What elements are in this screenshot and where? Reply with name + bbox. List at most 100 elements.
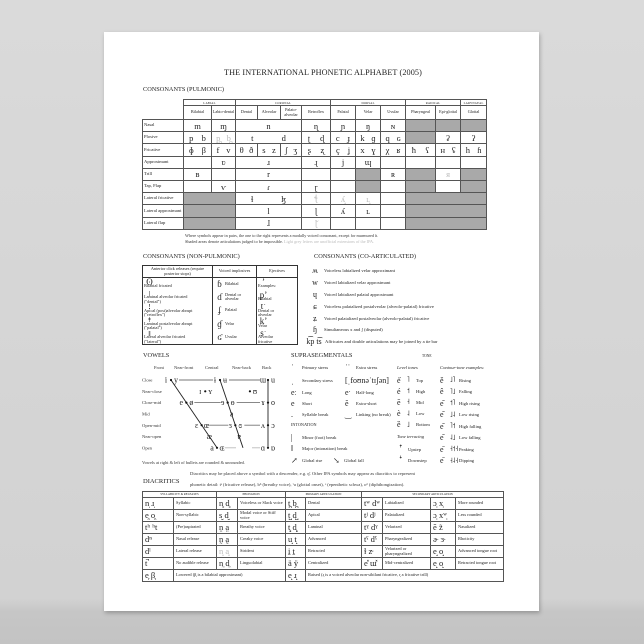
contour-tone: e᷇ ˥˦ High falling xyxy=(440,421,481,431)
voiceless-symbol: s xyxy=(262,144,266,155)
suprasegmental-item: ‿ Linking (no break) xyxy=(345,409,391,419)
intonation-item: ↗ Global rise xyxy=(291,455,322,465)
vowel-symbol: ɨ xyxy=(214,376,217,385)
nonpulmonic-cell: kʼVelar xyxy=(256,317,298,331)
consonant-description: Voiced labialized palatal approximant xyxy=(324,291,394,297)
tone-label: High falling xyxy=(459,423,482,429)
symbol: ↘ xyxy=(333,455,340,465)
symbol: ↗ xyxy=(291,455,298,465)
consonant-symbol: ʟ̝ xyxy=(366,193,370,204)
consonant-symbol: l xyxy=(267,205,270,216)
consonant-symbol: kʼ xyxy=(259,317,268,327)
diacritics-header-row: SYLLABICITY & RELEASES PHONATION PRIMARY A… xyxy=(141,491,505,498)
symbol: ĕ xyxy=(345,398,349,408)
consonant-description: Laminal postalveolar abrupt ("palatal") xyxy=(144,320,193,331)
diacritic-name: Voiceless or Slack voice xyxy=(237,497,287,510)
diacritic-example: dⁿ xyxy=(142,533,174,546)
voiceless-symbol: f xyxy=(216,144,220,155)
consonant-description: Bilabial xyxy=(258,296,272,302)
nonpulmonic-cell: tʼDental or alveolar xyxy=(256,303,298,318)
diacritic-name: Modal voice or Stiff voice xyxy=(237,509,287,522)
vowel-bullet xyxy=(248,390,252,393)
diacritic-example: tˤ dˤ xyxy=(361,533,384,546)
impossible-cell xyxy=(460,118,488,133)
tone-vowel: e᷅ xyxy=(440,410,444,419)
diacritic-example: n̰ a̰ xyxy=(216,533,239,546)
consonant-description: Velar xyxy=(225,320,235,326)
diacritic-row: t̚ No audible release n̼ d̼ Linguolabial ä ÿ… xyxy=(142,557,505,570)
vowel-bullet xyxy=(266,446,270,449)
voiced-symbol: ʝ xyxy=(347,144,351,155)
diacritic-name: Syllabic xyxy=(172,497,218,510)
label: Long xyxy=(302,389,312,395)
diacritic-name: Dental xyxy=(305,497,363,510)
diacritic-example: dˡ xyxy=(142,545,174,558)
diacritic-name: Creaky voice xyxy=(237,533,287,546)
consonant-symbol: ɺ xyxy=(267,218,270,229)
voiceless-symbol: ʃ xyxy=(284,144,288,155)
tone-label: Falling xyxy=(459,389,473,394)
tone-label: Low rising xyxy=(459,412,480,417)
consonant-symbol: ʔ xyxy=(471,132,476,143)
diacritic-row: tʰ ʰt (Pre)aspirated n̤ a̤ Breathy voice t̻ … xyxy=(142,521,505,534)
vowel-bullet xyxy=(226,401,229,404)
consonant-cell: ɭ̆ xyxy=(301,216,332,230)
diacritic-example: ɔ̹ x̹ xyxy=(430,497,457,510)
symbol: ‿ xyxy=(345,409,352,419)
diacritic-name: Rhoticity xyxy=(455,533,505,546)
consonant-symbol: ʼ xyxy=(262,277,265,287)
consonant-description: Simultaneous x and ʃ (disputed) xyxy=(324,327,383,333)
consonant-symbol: ɳ xyxy=(313,120,319,131)
voiceless-symbol: p xyxy=(189,132,194,143)
voiced-symbol: ʒ xyxy=(293,144,298,155)
consonant-description: Affricates and double articulations may … xyxy=(325,339,438,345)
diacritic-example: e̞ β̞ xyxy=(142,569,174,582)
consonant-description: Palatal xyxy=(225,307,237,313)
symbol: eː xyxy=(291,387,297,397)
label: Global fall xyxy=(344,457,364,463)
tone-letter: ˥˦ xyxy=(450,422,456,430)
consonant-cell: p̪ b̪ xyxy=(210,131,237,145)
consonant-symbol: ʙ xyxy=(195,169,200,180)
nonpulmonic-cell: pʼBilabial xyxy=(256,290,298,304)
tone-label: Bottom xyxy=(416,422,430,428)
voiceless-symbol: χ xyxy=(385,144,390,155)
coarticulated-item: ɥ Voiced labialized palatal approximant xyxy=(306,289,437,301)
coarticulated-item: ʍ Voiceless labialized velar approximant xyxy=(306,265,437,277)
diacritic-example: i̠ t̠ xyxy=(285,545,307,558)
height-label: Near-open xyxy=(142,434,162,439)
consonant-symbol: ʎ xyxy=(340,205,346,216)
vowel-symbol: ɜ xyxy=(229,421,233,430)
diacritic-example: t̪ b̪ xyxy=(285,497,307,510)
voiced-symbol: z xyxy=(272,144,276,155)
consonant-description: Lateral alveolar fricated ("lateral") xyxy=(144,334,186,344)
consonant-description: Examples: xyxy=(258,283,277,289)
pulmonic-note-1: Where symbols appear in pairs, the one t… xyxy=(185,233,379,238)
tone-label: Top xyxy=(416,377,424,383)
consonant-description: Uvular xyxy=(225,334,237,340)
tone-letter: ꜜ xyxy=(399,456,403,465)
consonant-description: Dental or alveolar xyxy=(258,307,275,317)
vowel-symbol: ʏ xyxy=(208,387,212,396)
label: Linking (no break) xyxy=(356,411,391,417)
level-tone: è ˨ Low xyxy=(397,409,424,419)
diacritics-heading: DIACRITICS xyxy=(143,478,180,485)
tone-vowel: è xyxy=(397,409,401,419)
consonant-cell: ɭ xyxy=(301,204,332,218)
symbol: ˈˈ xyxy=(345,362,351,372)
contour-tone: e᷈ ˧˦˧ Peaking xyxy=(440,444,474,454)
symbol: | xyxy=(291,432,293,442)
vowel-symbol: ɔ xyxy=(271,421,275,430)
tone-letter: ˥ xyxy=(407,376,410,384)
coarticulated-item: k͡p t͡s Affricates and double articulatio… xyxy=(306,336,437,348)
symbol: e xyxy=(291,398,295,408)
consonant-symbol: pʼ xyxy=(259,290,268,300)
voiced-symbol: v xyxy=(226,144,231,155)
voiceless-symbol: ɸ xyxy=(188,144,194,155)
